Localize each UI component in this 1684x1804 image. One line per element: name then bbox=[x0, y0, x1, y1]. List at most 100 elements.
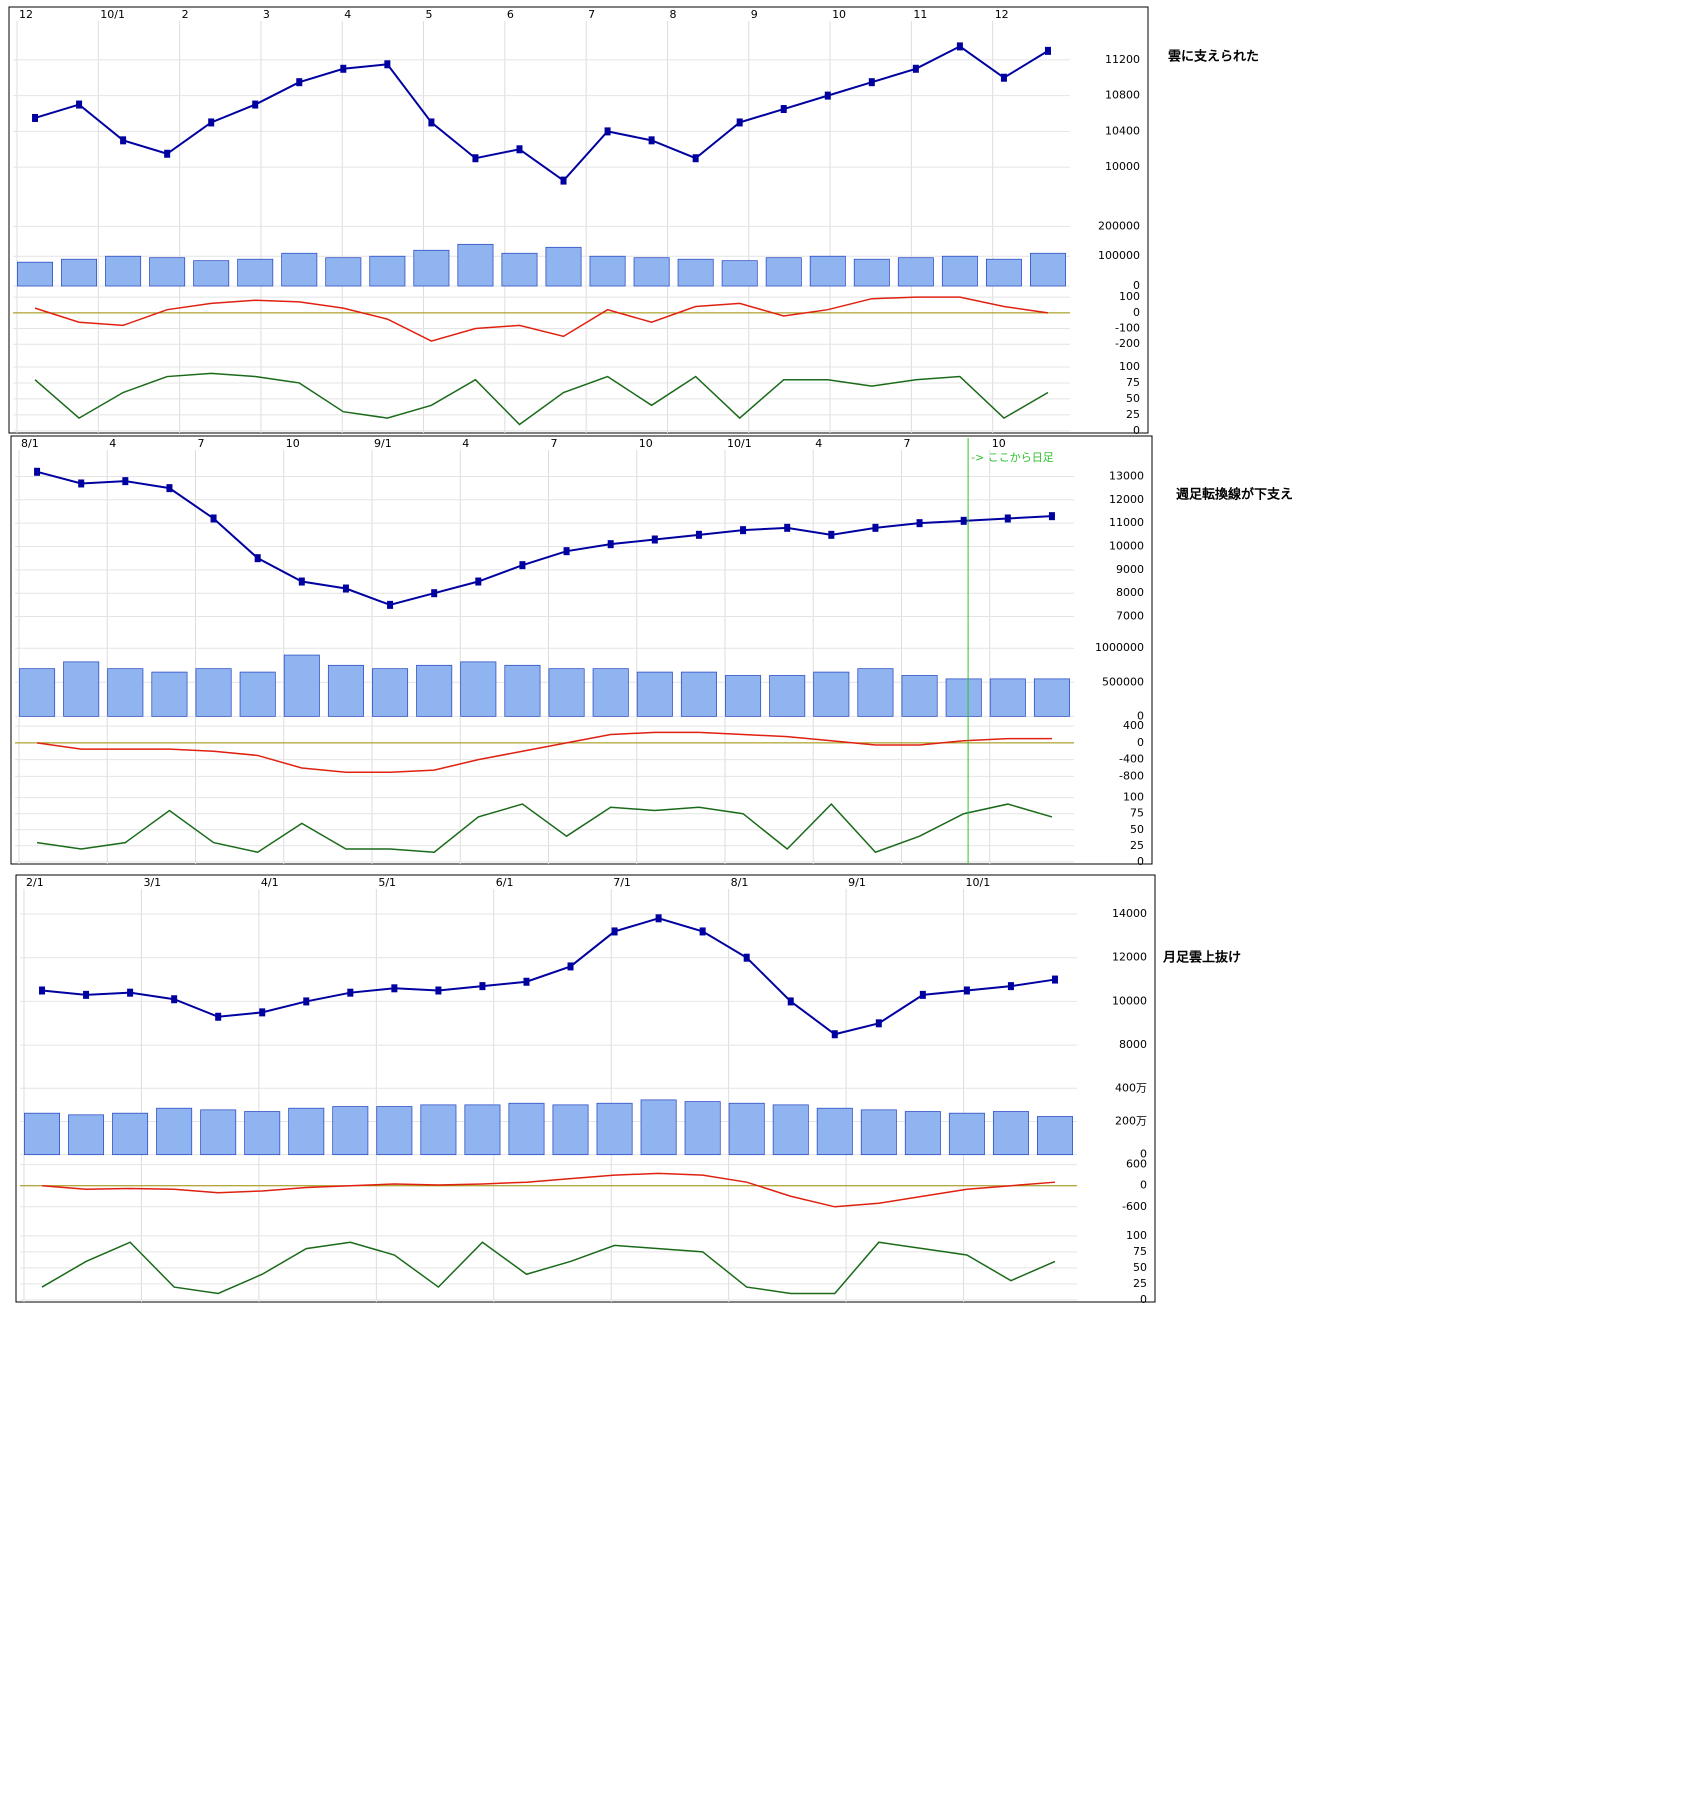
volume-bar bbox=[327, 664, 364, 717]
date-label: 7 bbox=[551, 437, 558, 450]
volume-bar bbox=[416, 664, 453, 717]
candle bbox=[1004, 514, 1011, 523]
y-tick-label: 10800 bbox=[1105, 89, 1140, 102]
volume-bar bbox=[149, 257, 186, 287]
candle bbox=[784, 523, 791, 532]
y-tick-label: 0 bbox=[1133, 424, 1140, 437]
price-line bbox=[36, 470, 1052, 606]
y-tick-label: 8000 bbox=[1119, 1038, 1147, 1051]
y-tick-label: 500000 bbox=[1102, 675, 1144, 688]
volume-bar bbox=[107, 668, 144, 717]
candle bbox=[963, 986, 970, 995]
volume-bar bbox=[992, 1111, 1029, 1156]
candle bbox=[387, 600, 394, 609]
volume-bar bbox=[680, 671, 717, 717]
y-tick-label: -600 bbox=[1122, 1200, 1147, 1213]
candle bbox=[919, 990, 926, 999]
volume-bar bbox=[945, 678, 982, 717]
candle bbox=[1000, 73, 1007, 82]
candle bbox=[607, 540, 614, 549]
macd-line bbox=[41, 1172, 1056, 1208]
candle bbox=[519, 561, 526, 570]
candle bbox=[523, 977, 530, 986]
volume-bar bbox=[853, 258, 890, 287]
volume-bar bbox=[589, 255, 626, 287]
candle bbox=[479, 982, 486, 991]
y-tick-label: 0 bbox=[1140, 1293, 1147, 1306]
candle bbox=[435, 986, 442, 995]
date-label: 9 bbox=[751, 8, 758, 21]
candle bbox=[475, 577, 482, 586]
y-tick-label: 50 bbox=[1133, 1261, 1147, 1274]
candle bbox=[875, 1019, 882, 1028]
volume-bar bbox=[897, 257, 934, 287]
volume-bar bbox=[904, 1111, 941, 1156]
date-label: 7/1 bbox=[613, 876, 631, 889]
volume-bar bbox=[237, 258, 274, 287]
volume-bar bbox=[369, 255, 406, 287]
date-label: 4 bbox=[344, 8, 351, 21]
candle bbox=[872, 523, 879, 532]
volume-bar bbox=[772, 1104, 809, 1156]
candle bbox=[259, 1008, 266, 1017]
volume-bar bbox=[1033, 678, 1070, 717]
volume-bar bbox=[948, 1112, 985, 1156]
candle bbox=[298, 577, 305, 586]
volume-bar bbox=[769, 675, 806, 717]
y-tick-label: 200000 bbox=[1098, 219, 1140, 232]
stoch-line bbox=[34, 372, 1049, 426]
candle bbox=[1007, 982, 1014, 991]
volume-bar bbox=[508, 1102, 545, 1156]
date-label: 4/1 bbox=[261, 876, 279, 889]
daily-start-label: -> ここから日足 bbox=[971, 451, 1054, 464]
date-label: 9/1 bbox=[848, 876, 866, 889]
y-tick-label: 75 bbox=[1133, 1245, 1147, 1258]
date-label: 7 bbox=[198, 437, 205, 450]
volume-bar bbox=[195, 668, 232, 717]
volume-bar bbox=[985, 258, 1022, 287]
volume-bar bbox=[857, 668, 894, 717]
candle bbox=[391, 984, 398, 993]
y-tick-label: 0 bbox=[1140, 1179, 1147, 1192]
volume-bar bbox=[721, 260, 758, 287]
candle bbox=[824, 91, 831, 100]
y-tick-label: -400 bbox=[1119, 753, 1144, 766]
volume-bar bbox=[809, 255, 846, 287]
y-tick-label: 0 bbox=[1137, 855, 1144, 868]
volume-bar bbox=[332, 1106, 369, 1156]
annotation: 週足転換線が下支え bbox=[1176, 487, 1293, 503]
candle bbox=[340, 64, 347, 73]
y-tick-label: 0 bbox=[1140, 1148, 1147, 1161]
date-label: 7 bbox=[588, 8, 595, 21]
candle bbox=[692, 154, 699, 163]
volume-bar bbox=[901, 675, 938, 717]
volume-bar bbox=[816, 1107, 853, 1156]
y-tick-label: 75 bbox=[1130, 807, 1144, 820]
date-label: 4 bbox=[109, 437, 116, 450]
y-tick-label: -200 bbox=[1115, 337, 1140, 350]
volume-bar bbox=[281, 252, 318, 287]
candle bbox=[254, 554, 261, 563]
candle bbox=[78, 479, 85, 488]
candle bbox=[428, 118, 435, 127]
candle bbox=[296, 78, 303, 87]
candle bbox=[166, 484, 173, 493]
volume-bar bbox=[200, 1109, 237, 1156]
date-label: 2/1 bbox=[26, 876, 44, 889]
candle bbox=[39, 986, 46, 995]
candle bbox=[736, 118, 743, 127]
volume-bar bbox=[545, 246, 582, 287]
annotation: 月足雲上抜け bbox=[1162, 950, 1241, 966]
candle bbox=[127, 988, 134, 997]
candle bbox=[472, 154, 479, 163]
y-tick-label: 50 bbox=[1130, 823, 1144, 836]
y-tick-label: 75 bbox=[1126, 376, 1140, 389]
y-tick-label: 0 bbox=[1133, 306, 1140, 319]
date-label: 3/1 bbox=[143, 876, 161, 889]
y-tick-label: 600 bbox=[1126, 1158, 1147, 1171]
volume-bar bbox=[548, 668, 585, 717]
y-tick-label: 14000 bbox=[1112, 907, 1147, 920]
volume-bar bbox=[592, 668, 629, 717]
y-tick-label: 12000 bbox=[1109, 493, 1144, 506]
